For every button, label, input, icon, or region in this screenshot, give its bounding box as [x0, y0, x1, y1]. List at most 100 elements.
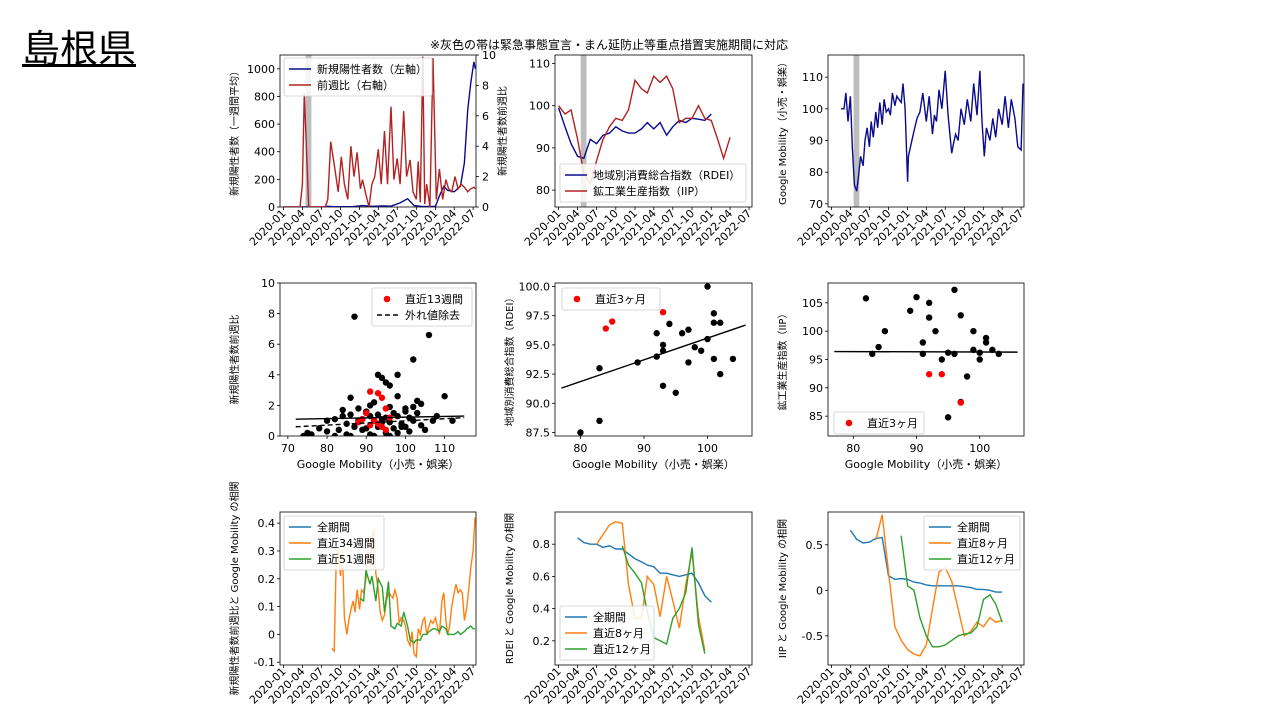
y-tick-label: 0.4 [533, 603, 551, 616]
y-tick-label: 0 [268, 628, 275, 641]
y-tick-label: -0.5 [802, 630, 823, 643]
scatter-point [351, 423, 358, 431]
x-tick-label: 90 [359, 442, 373, 455]
legend-swatch [383, 295, 391, 303]
y-tick-label: 0 [816, 584, 823, 597]
y-tick-label: 100.0 [519, 281, 551, 294]
legend-label: 外れ値除去 [405, 308, 460, 322]
x-axis-label: Google Mobility（小売・娯楽） [845, 457, 1007, 471]
scatter-point [370, 432, 378, 436]
legend-box [371, 287, 473, 327]
scatter-point [925, 314, 933, 321]
scatter-point [913, 293, 920, 301]
scatter-point [691, 344, 699, 351]
legend-swatch [845, 419, 853, 427]
series-line-3 [621, 545, 706, 654]
legend-label: 直近51週間 [317, 552, 375, 566]
chart-p3: 2020-012020-042020-072020-102021-012021-… [776, 54, 1026, 249]
y-axis-label: 地域別消費総合指数（RDEI） [503, 293, 516, 427]
legend-label: 全期間 [957, 520, 990, 534]
scatter-point [938, 356, 946, 363]
chart-p8: 2020-012020-042020-072020-102021-012021-… [503, 511, 754, 707]
slide-title: 島根県 [22, 27, 137, 71]
legend-label: 直近3ヶ月 [867, 416, 918, 430]
y-tick-label: 80 [809, 166, 823, 179]
legend-label: 直近3ヶ月 [595, 292, 646, 306]
legend-box [283, 57, 433, 97]
fit-line [561, 324, 746, 389]
scatter-point-recent [382, 405, 390, 412]
scatter-point-recent [366, 388, 374, 395]
y-tick-label: 90 [809, 135, 823, 148]
y-axis-label: 新規陽性者数前週比と Google Mobility の相関 [228, 481, 241, 695]
legend-label: 鉱工業生産指数（IIP） [593, 184, 705, 198]
chart-p1: 2020-012020-042020-072020-102021-012021-… [228, 49, 509, 249]
chart-p6: 80 90 100 85 90 95 100 105 鉱工業生産指数（IIP） Google Mo… [776, 282, 1025, 471]
y-tick-label: 0 [268, 201, 275, 214]
series-line-3 [900, 535, 1003, 648]
chart-p5: 80 90 100 87.5 90.0 92.5 95.0 97.5 100.0地域別消費総合指… [503, 281, 753, 471]
legend-box [561, 287, 661, 311]
scatter-point [685, 326, 692, 333]
y-tick-label: 8 [268, 308, 275, 321]
scatter-point [666, 320, 673, 328]
y-tick-label: 800 [254, 90, 275, 103]
y-tick-label: 85 [809, 410, 823, 423]
y-tick-label: 0.4 [258, 517, 276, 530]
scatter-point [957, 312, 964, 319]
fit-line [834, 350, 1018, 353]
fit-line-dashed [295, 416, 465, 428]
scatter-point [653, 330, 660, 337]
legend-label: 直近8ヶ月 [957, 536, 1008, 550]
scatter-point [970, 327, 977, 335]
scatter-point-recent [378, 394, 386, 401]
x-tick-label: 90 [637, 442, 651, 455]
fit-line [295, 415, 465, 420]
scatter-point [925, 299, 933, 307]
y-tick-label: 100 [802, 325, 823, 338]
series-line-2 [875, 514, 1003, 657]
scatter-point [347, 394, 354, 401]
scatter-point [386, 432, 393, 436]
scatter-point [335, 426, 342, 434]
shade-band [305, 55, 312, 207]
x-axis-label: Google Mobility（小売・娯楽） [572, 457, 734, 471]
y-tick-label: 400 [254, 146, 275, 159]
series-line-1 [557, 107, 712, 160]
y-tick-label: 92.5 [526, 368, 551, 381]
scatter-point [710, 310, 718, 317]
scatter-point [425, 331, 433, 339]
y-tick-label: 1000 [247, 63, 275, 76]
y-tick-label: 110 [802, 71, 823, 84]
scatter-point [308, 431, 315, 436]
legend-swatch [573, 295, 581, 303]
scatter-point [417, 422, 425, 429]
scatter-point-recent [355, 419, 362, 426]
y-tick-label: 4 [268, 369, 275, 382]
y-tick-label: 110 [529, 57, 550, 70]
y-tick-label: 90.0 [526, 397, 551, 410]
scatter-point [944, 349, 952, 356]
y-right-axis-label: 新規陽性者数前週比 [496, 86, 509, 176]
series-line-2 [283, 56, 476, 207]
legend-box [283, 515, 385, 571]
legend-label: 全期間 [317, 520, 350, 534]
y-tick-label: 600 [254, 118, 275, 131]
scatter-point [386, 419, 393, 426]
legend-box [559, 163, 747, 203]
scatter-point-recent [659, 308, 667, 316]
shading-note: ※灰色の帯は緊急事態宣言・まん延防止等重点措置実施期間に対応 [430, 38, 789, 52]
scatter-point [390, 425, 397, 432]
y-right-tick-label: 2 [482, 171, 489, 184]
scatter-point [704, 283, 711, 290]
scatter-point [875, 343, 882, 351]
y-tick-label: 100 [802, 103, 823, 116]
scatter-point [685, 359, 692, 366]
scatter-point [394, 371, 401, 378]
chart-p7: 2020-012020-042020-072020-102021-012021-… [228, 481, 478, 706]
scatter-point [919, 339, 927, 346]
scatter-point [355, 405, 362, 412]
legend-label: 前週比（右軸） [317, 78, 394, 92]
y-tick-label: 0.3 [258, 545, 276, 558]
y-tick-label: 6 [268, 338, 275, 351]
